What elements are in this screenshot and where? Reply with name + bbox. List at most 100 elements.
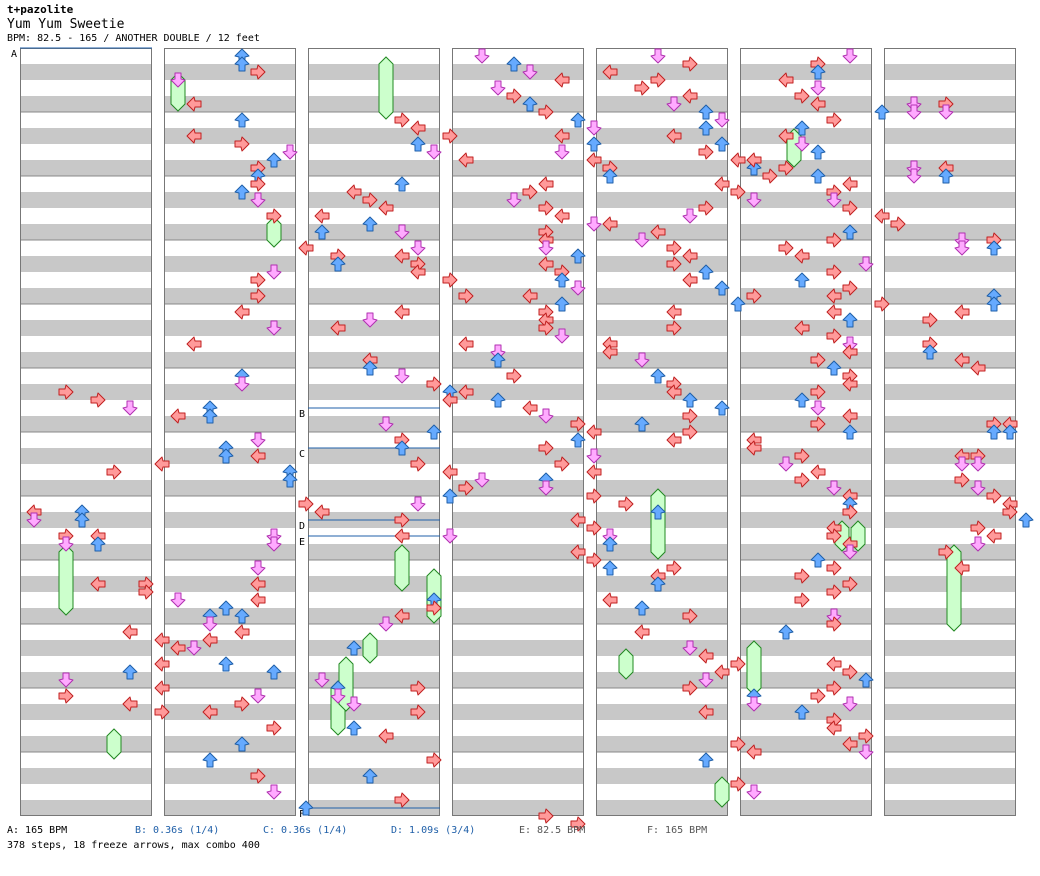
beat-stripe [740,640,872,656]
right-arrow-icon [538,200,554,216]
left-arrow-icon [794,248,810,264]
chart-column [20,48,152,816]
down-arrow-icon [858,744,874,760]
left-arrow-icon [746,440,762,456]
beat-stripe [452,384,584,400]
right-arrow-icon [682,608,698,624]
down-arrow-icon [538,240,554,256]
left-arrow-icon [442,464,458,480]
down-arrow-icon [794,136,810,152]
freeze-arrow [106,728,122,760]
beat-stripe [740,64,872,80]
freeze-arrow [58,544,74,616]
right-arrow-icon [730,184,746,200]
left-arrow-icon [842,408,858,424]
right-arrow-icon [810,352,826,368]
right-arrow-icon [826,264,842,280]
up-arrow-icon [570,432,586,448]
beat-stripe [884,384,1016,400]
beat-stripe [884,640,1016,656]
beat-stripe [452,640,584,656]
chart-column [452,48,584,816]
up-arrow-icon [714,400,730,416]
right-arrow-icon [730,656,746,672]
left-arrow-icon [554,208,570,224]
up-arrow-icon [554,272,570,288]
left-arrow-icon [186,336,202,352]
legend-d: D: 1.09s (3/4) [391,825,476,836]
freeze-arrow [746,640,762,696]
beat-stripe [740,480,872,496]
beat-stripe [596,352,728,368]
left-arrow-icon [458,384,474,400]
beat-stripe [20,96,152,112]
right-arrow-icon [842,280,858,296]
down-arrow-icon [250,432,266,448]
left-arrow-icon [298,240,314,256]
legend-f: F: 165 BPM [647,825,708,836]
down-arrow-icon [330,688,346,704]
right-arrow-icon [426,600,442,616]
beat-stripe [596,416,728,432]
beat-stripe [20,448,152,464]
right-arrow-icon [234,136,250,152]
down-arrow-icon [170,592,186,608]
right-arrow-icon [826,328,842,344]
up-arrow-icon [826,360,842,376]
beat-stripe [452,224,584,240]
right-arrow-icon [506,368,522,384]
right-arrow-icon [538,808,554,824]
left-arrow-icon [378,200,394,216]
beat-stripe [452,128,584,144]
beat-stripe [596,160,728,176]
left-arrow-icon [954,304,970,320]
down-arrow-icon [202,616,218,632]
down-arrow-icon [122,400,138,416]
right-arrow-icon [410,456,426,472]
down-arrow-icon [474,472,490,488]
right-arrow-icon [778,240,794,256]
beat-stripe [20,160,152,176]
marker-label: A [11,49,17,60]
beat-stripe [884,736,1016,752]
up-arrow-icon [234,184,250,200]
left-arrow-icon [602,216,618,232]
left-arrow-icon [842,736,858,752]
right-arrow-icon [682,56,698,72]
up-arrow-icon [490,392,506,408]
right-arrow-icon [522,184,538,200]
right-arrow-icon [794,472,810,488]
right-arrow-icon [762,168,778,184]
song-title: Yum Yum Sweetie [7,17,125,32]
right-arrow-icon [106,464,122,480]
beat-stripe [884,128,1016,144]
beat-stripe [20,384,152,400]
left-arrow-icon [826,720,842,736]
beat-stripe [452,672,584,688]
left-arrow-icon [874,208,890,224]
up-arrow-icon [442,488,458,504]
right-arrow-icon [1002,504,1018,520]
beat-stripe [308,160,440,176]
beat-stripe [164,704,296,720]
down-arrow-icon [266,320,282,336]
left-arrow-icon [794,320,810,336]
up-arrow-icon [698,120,714,136]
down-arrow-icon [538,408,554,424]
down-arrow-icon [906,168,922,184]
beat-stripe [452,736,584,752]
up-arrow-icon [650,368,666,384]
left-arrow-icon [170,640,186,656]
artist-name: t+pazolite [7,3,74,16]
chart-column [596,48,728,816]
beat-stripe [164,768,296,784]
right-arrow-icon [842,664,858,680]
right-arrow-icon [826,232,842,248]
legend-a: A: 165 BPM [7,825,68,836]
down-arrow-icon [586,448,602,464]
beat-stripe [740,128,872,144]
beat-stripe [596,288,728,304]
up-arrow-icon [922,344,938,360]
right-arrow-icon [810,688,826,704]
